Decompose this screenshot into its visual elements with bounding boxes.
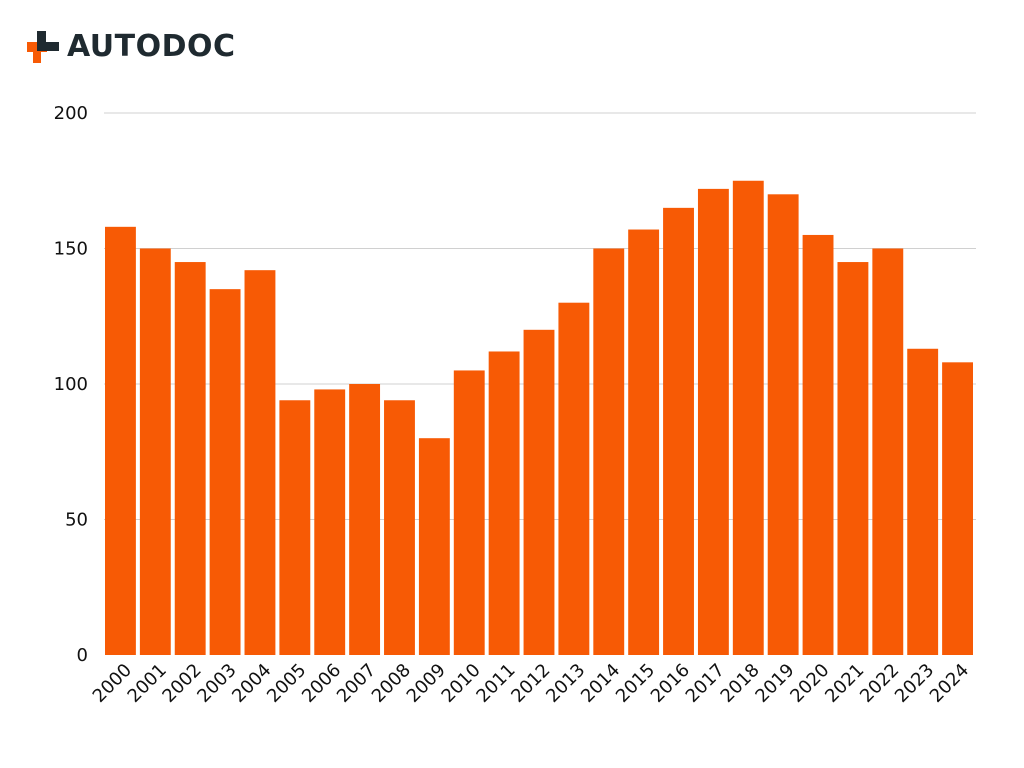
bar-2022 [872, 248, 904, 655]
x-tick-label: 2006 [298, 660, 345, 707]
bar-2000 [105, 226, 136, 655]
bar-2009 [418, 438, 450, 655]
logo-cross-dark-horizontal [37, 42, 59, 51]
x-tick-label: 2008 [368, 660, 415, 707]
brand-name: AUTODOC [67, 29, 236, 64]
x-tick-label: 2018 [717, 660, 764, 707]
bar-2013 [558, 302, 590, 655]
bar-2017 [697, 188, 729, 655]
x-axis-ticks: 2000200120022003200420052006200720082009… [89, 660, 973, 707]
bar-2016 [663, 207, 694, 655]
x-tick-label: 2010 [438, 660, 485, 707]
x-tick-label: 2023 [891, 660, 938, 707]
logo-cross-dark [37, 31, 46, 51]
x-tick-label: 2017 [682, 660, 729, 707]
x-tick-label: 2024 [926, 660, 973, 707]
x-tick-label: 2022 [856, 660, 903, 707]
bar-2020 [802, 234, 834, 655]
bar-2023 [907, 348, 939, 655]
bar-2024 [942, 362, 973, 655]
bar-2019 [767, 194, 799, 656]
x-tick-label: 2002 [158, 660, 205, 707]
bar-2021 [837, 262, 869, 655]
x-tick-label: 2012 [507, 660, 554, 707]
bar-2011 [488, 351, 520, 655]
x-tick-label: 2014 [577, 660, 624, 707]
x-tick-label: 2015 [612, 660, 659, 707]
y-tick-label: 150 [54, 239, 88, 260]
brand-logo: AUTODOC [27, 30, 236, 64]
x-tick-label: 2000 [89, 660, 136, 707]
bar-2014 [593, 248, 625, 655]
logo-cross-orange-vertical [33, 42, 41, 63]
bar-2008 [384, 400, 415, 655]
bar-2012 [523, 329, 555, 655]
bar-2015 [628, 229, 660, 655]
x-tick-label: 2016 [647, 660, 694, 707]
x-tick-label: 2007 [333, 660, 380, 707]
x-tick-label: 2004 [228, 660, 275, 707]
x-tick-label: 2009 [403, 660, 450, 707]
bar-2005 [279, 400, 311, 655]
bar-2001 [139, 248, 171, 655]
x-tick-label: 2013 [542, 660, 589, 707]
x-tick-label: 2005 [263, 660, 310, 707]
bar-2002 [174, 262, 206, 655]
y-tick-label: 0 [77, 645, 88, 666]
bar-2018 [732, 180, 764, 655]
y-axis-ticks: 0 50 100 150 200 [54, 103, 88, 666]
autodoc-logo-icon [27, 31, 59, 63]
x-tick-label: 2003 [193, 660, 240, 707]
x-tick-label: 2019 [751, 660, 798, 707]
x-tick-label: 2001 [124, 660, 171, 707]
bar-2003 [209, 289, 241, 655]
y-tick-label: 50 [65, 510, 88, 531]
x-tick-label: 2011 [472, 660, 519, 707]
bars [105, 180, 973, 656]
x-tick-label: 2021 [821, 660, 868, 707]
y-tick-label: 200 [54, 103, 88, 124]
bar-2007 [349, 384, 381, 655]
bar-2010 [453, 370, 485, 655]
x-tick-label: 2020 [786, 660, 833, 707]
y-tick-label: 100 [54, 374, 88, 395]
bar-2004 [244, 270, 276, 655]
bar-2006 [314, 389, 346, 655]
